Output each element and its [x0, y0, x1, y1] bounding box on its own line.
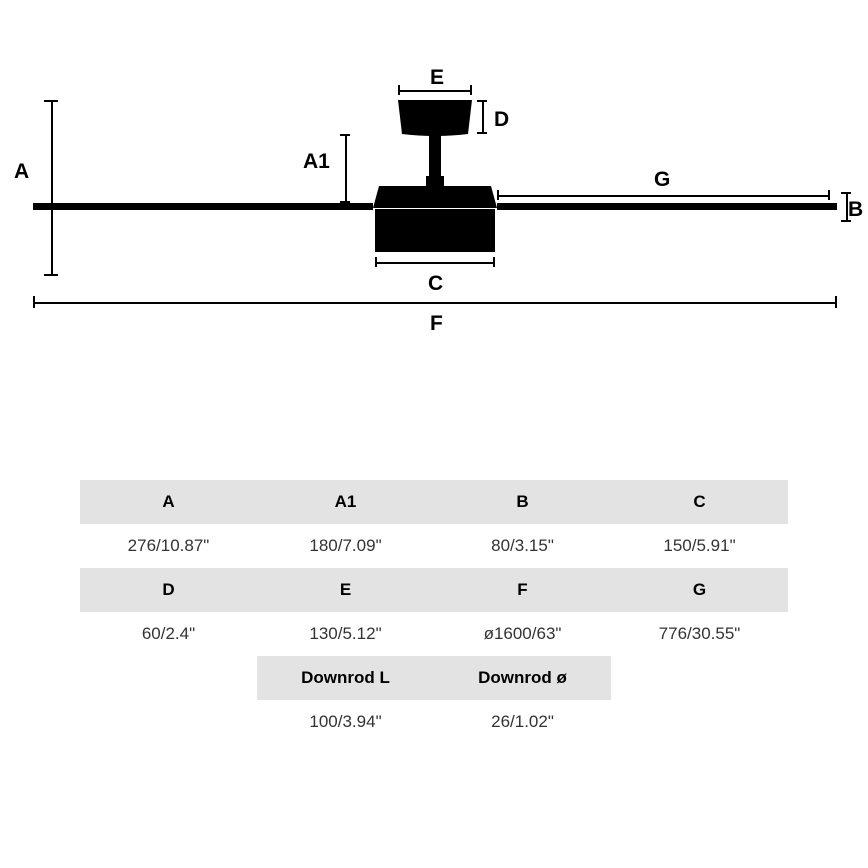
table-header: E: [257, 568, 434, 612]
table-value: 150/5.91": [611, 524, 788, 568]
table-header: D: [80, 568, 257, 612]
table-value: 26/1.02": [434, 700, 611, 744]
table-header: B: [434, 480, 611, 524]
table-header: A: [80, 480, 257, 524]
table-value: 180/7.09": [257, 524, 434, 568]
label-F: F: [430, 312, 443, 336]
label-D: D: [494, 108, 509, 132]
table-value: 776/30.55": [611, 612, 788, 656]
dimensions-table: AA1BC 276/10.87"180/7.09"80/3.15"150/5.91…: [80, 480, 788, 744]
table-header: Downrod L: [257, 656, 434, 700]
label-B: B: [848, 198, 863, 222]
label-C: C: [428, 272, 443, 296]
label-G: G: [654, 168, 670, 192]
table-header: Downrod ø: [434, 656, 611, 700]
table-value: 276/10.87": [80, 524, 257, 568]
table-value: ø1600/63": [434, 612, 611, 656]
table-header: A1: [257, 480, 434, 524]
table-value: 80/3.15": [434, 524, 611, 568]
label-E: E: [430, 66, 444, 90]
dimension-diagram: A A1 B C D E F G: [0, 0, 868, 380]
label-A: A: [14, 160, 29, 184]
table-value: 60/2.4": [80, 612, 257, 656]
table-header: F: [434, 568, 611, 612]
label-A1: A1: [303, 150, 330, 174]
table-value: 100/3.94": [257, 700, 434, 744]
table-value: 130/5.12": [257, 612, 434, 656]
table-header: C: [611, 480, 788, 524]
table-header: G: [611, 568, 788, 612]
